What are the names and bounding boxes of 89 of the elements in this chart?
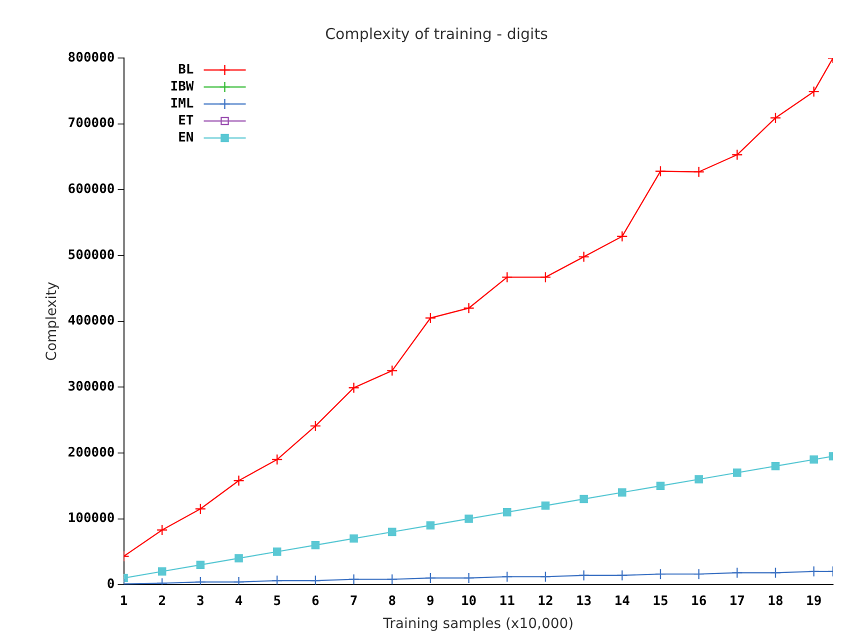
point — [348, 574, 360, 585]
legend-label: IML — [170, 96, 194, 112]
point — [540, 272, 552, 283]
point — [578, 251, 590, 262]
x-tick-label: 16 — [690, 594, 707, 609]
y-tick-label: 500000 — [68, 248, 115, 263]
point — [194, 503, 206, 514]
point — [234, 554, 243, 562]
point — [732, 149, 743, 160]
x-tick-label: 11 — [499, 594, 516, 609]
point — [654, 166, 666, 177]
point — [194, 576, 206, 585]
point — [616, 230, 628, 242]
x-tick-label: 5 — [273, 594, 282, 609]
point — [654, 568, 666, 580]
y-tick-label: 400000 — [68, 314, 115, 329]
point — [694, 475, 703, 484]
x-tick-label: 18 — [768, 594, 784, 609]
point — [272, 575, 283, 585]
x-tick-label: 2 — [158, 594, 166, 609]
point — [233, 576, 244, 585]
y-tick-label: 300000 — [68, 380, 115, 394]
point — [770, 567, 782, 578]
y-tick-label: 0 — [106, 576, 115, 592]
point — [272, 548, 282, 556]
point — [503, 508, 512, 516]
point — [311, 540, 320, 550]
point — [233, 474, 244, 486]
point — [540, 571, 552, 582]
legend-label: ET — [178, 113, 194, 128]
point — [733, 468, 742, 477]
x-tick-label: 17 — [729, 594, 745, 609]
x-tick-label: 12 — [538, 594, 554, 609]
point — [810, 455, 818, 464]
chart-title: Complexity of training - digits — [325, 24, 548, 43]
point — [656, 482, 665, 490]
point — [310, 575, 322, 585]
point — [771, 462, 780, 470]
point — [502, 272, 513, 283]
point — [693, 568, 704, 580]
point — [388, 528, 396, 536]
legend-label: IBW — [170, 79, 194, 94]
x-axis-title: Training samples (x10,000) — [382, 616, 574, 632]
point — [463, 572, 474, 584]
y-tick-label: 100000 — [68, 511, 115, 526]
point — [502, 571, 513, 582]
y-tick-label: 800000 — [68, 50, 115, 66]
point — [808, 566, 820, 578]
point — [770, 112, 782, 124]
point — [463, 302, 474, 314]
x-tick-label: 14 — [614, 594, 630, 609]
point — [616, 570, 628, 581]
y-tick-label: 600000 — [68, 182, 115, 198]
point — [348, 382, 360, 394]
x-tick-label: 9 — [426, 594, 434, 609]
point — [808, 86, 820, 98]
point — [578, 570, 590, 581]
point — [464, 514, 473, 523]
point — [732, 567, 743, 578]
y-tick-label: 700000 — [68, 116, 115, 132]
point — [156, 524, 168, 536]
point — [196, 560, 205, 569]
point — [580, 494, 588, 504]
point — [618, 488, 626, 497]
x-tick-label: 3 — [196, 594, 204, 609]
point — [158, 567, 166, 576]
x-tick-label: 15 — [652, 594, 668, 609]
x-tick-label: 1 — [120, 594, 128, 609]
x-tick-label: 6 — [312, 594, 320, 609]
legend-label: EN — [178, 130, 194, 146]
x-tick-label: 10 — [460, 594, 477, 609]
legend-label: BL — [178, 62, 194, 78]
x-tick-label: 4 — [234, 594, 243, 609]
point — [272, 454, 283, 466]
point — [424, 572, 436, 584]
point — [386, 365, 398, 376]
point — [350, 534, 358, 543]
x-tick-label: 8 — [388, 594, 396, 609]
x-tick-label: 13 — [576, 594, 592, 609]
point — [693, 166, 704, 178]
y-tick-label: 200000 — [68, 445, 115, 460]
point — [426, 521, 435, 530]
x-tick-label: 19 — [806, 594, 822, 609]
x-tick-label: 7 — [350, 594, 358, 609]
y-axis-title: Complexity — [44, 282, 60, 361]
point — [386, 574, 398, 585]
point — [424, 312, 436, 324]
point — [541, 501, 550, 510]
point — [310, 420, 322, 432]
